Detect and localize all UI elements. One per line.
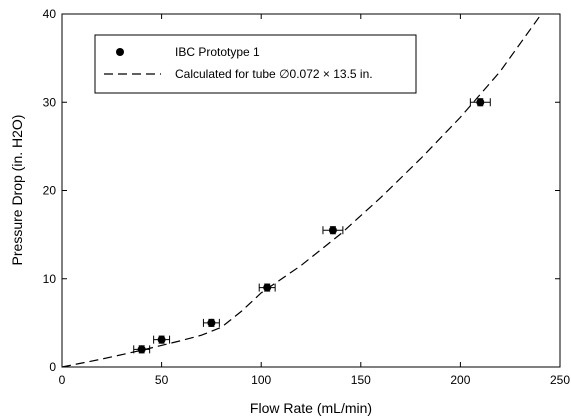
- data-point-group: [322, 226, 344, 235]
- y-axis-title: Pressure Drop (in. H2O): [9, 115, 25, 266]
- x-tick-label: 250: [550, 373, 570, 387]
- data-point-group: [258, 283, 276, 292]
- data-point-group: [133, 345, 151, 354]
- data-point: [263, 283, 272, 292]
- data-point: [476, 98, 485, 107]
- data-point-group: [153, 335, 171, 344]
- x-tick-label: 100: [251, 373, 271, 387]
- legend: IBC Prototype 1 Calculated for tube ∅0.0…: [94, 34, 417, 94]
- data-point: [157, 335, 166, 344]
- calculated-curve-line: [61, 15, 541, 368]
- y-tick-label: 20: [43, 184, 57, 198]
- ticks-layer: 0 50 100 150 200 250 0 10 20 30 40: [43, 7, 571, 387]
- legend-label-prototype: IBC Prototype 1: [175, 45, 260, 59]
- legend-label-calculated: Calculated for tube ∅0.072 × 13.5 in.: [175, 67, 373, 81]
- data-points-layer: [133, 98, 491, 354]
- data-point: [328, 226, 337, 235]
- data-point-group: [469, 98, 491, 107]
- calculated-curve-layer: [61, 15, 541, 368]
- data-point: [207, 318, 216, 327]
- legend-marker-prototype: [116, 48, 124, 56]
- x-tick-label: 150: [351, 373, 371, 387]
- x-tick-label: 200: [450, 373, 470, 387]
- y-tick-label: 10: [43, 272, 57, 286]
- x-tick-label: 50: [155, 373, 169, 387]
- x-axis-title: Flow Rate (mL/min): [250, 400, 372, 416]
- x-tick-label: 0: [59, 373, 66, 387]
- y-tick-label: 30: [43, 95, 57, 109]
- y-tick-label: 40: [43, 7, 57, 21]
- y-tick-label: 0: [49, 360, 56, 374]
- data-point-group: [202, 318, 220, 327]
- data-point: [137, 345, 146, 354]
- legend-box: [94, 34, 417, 94]
